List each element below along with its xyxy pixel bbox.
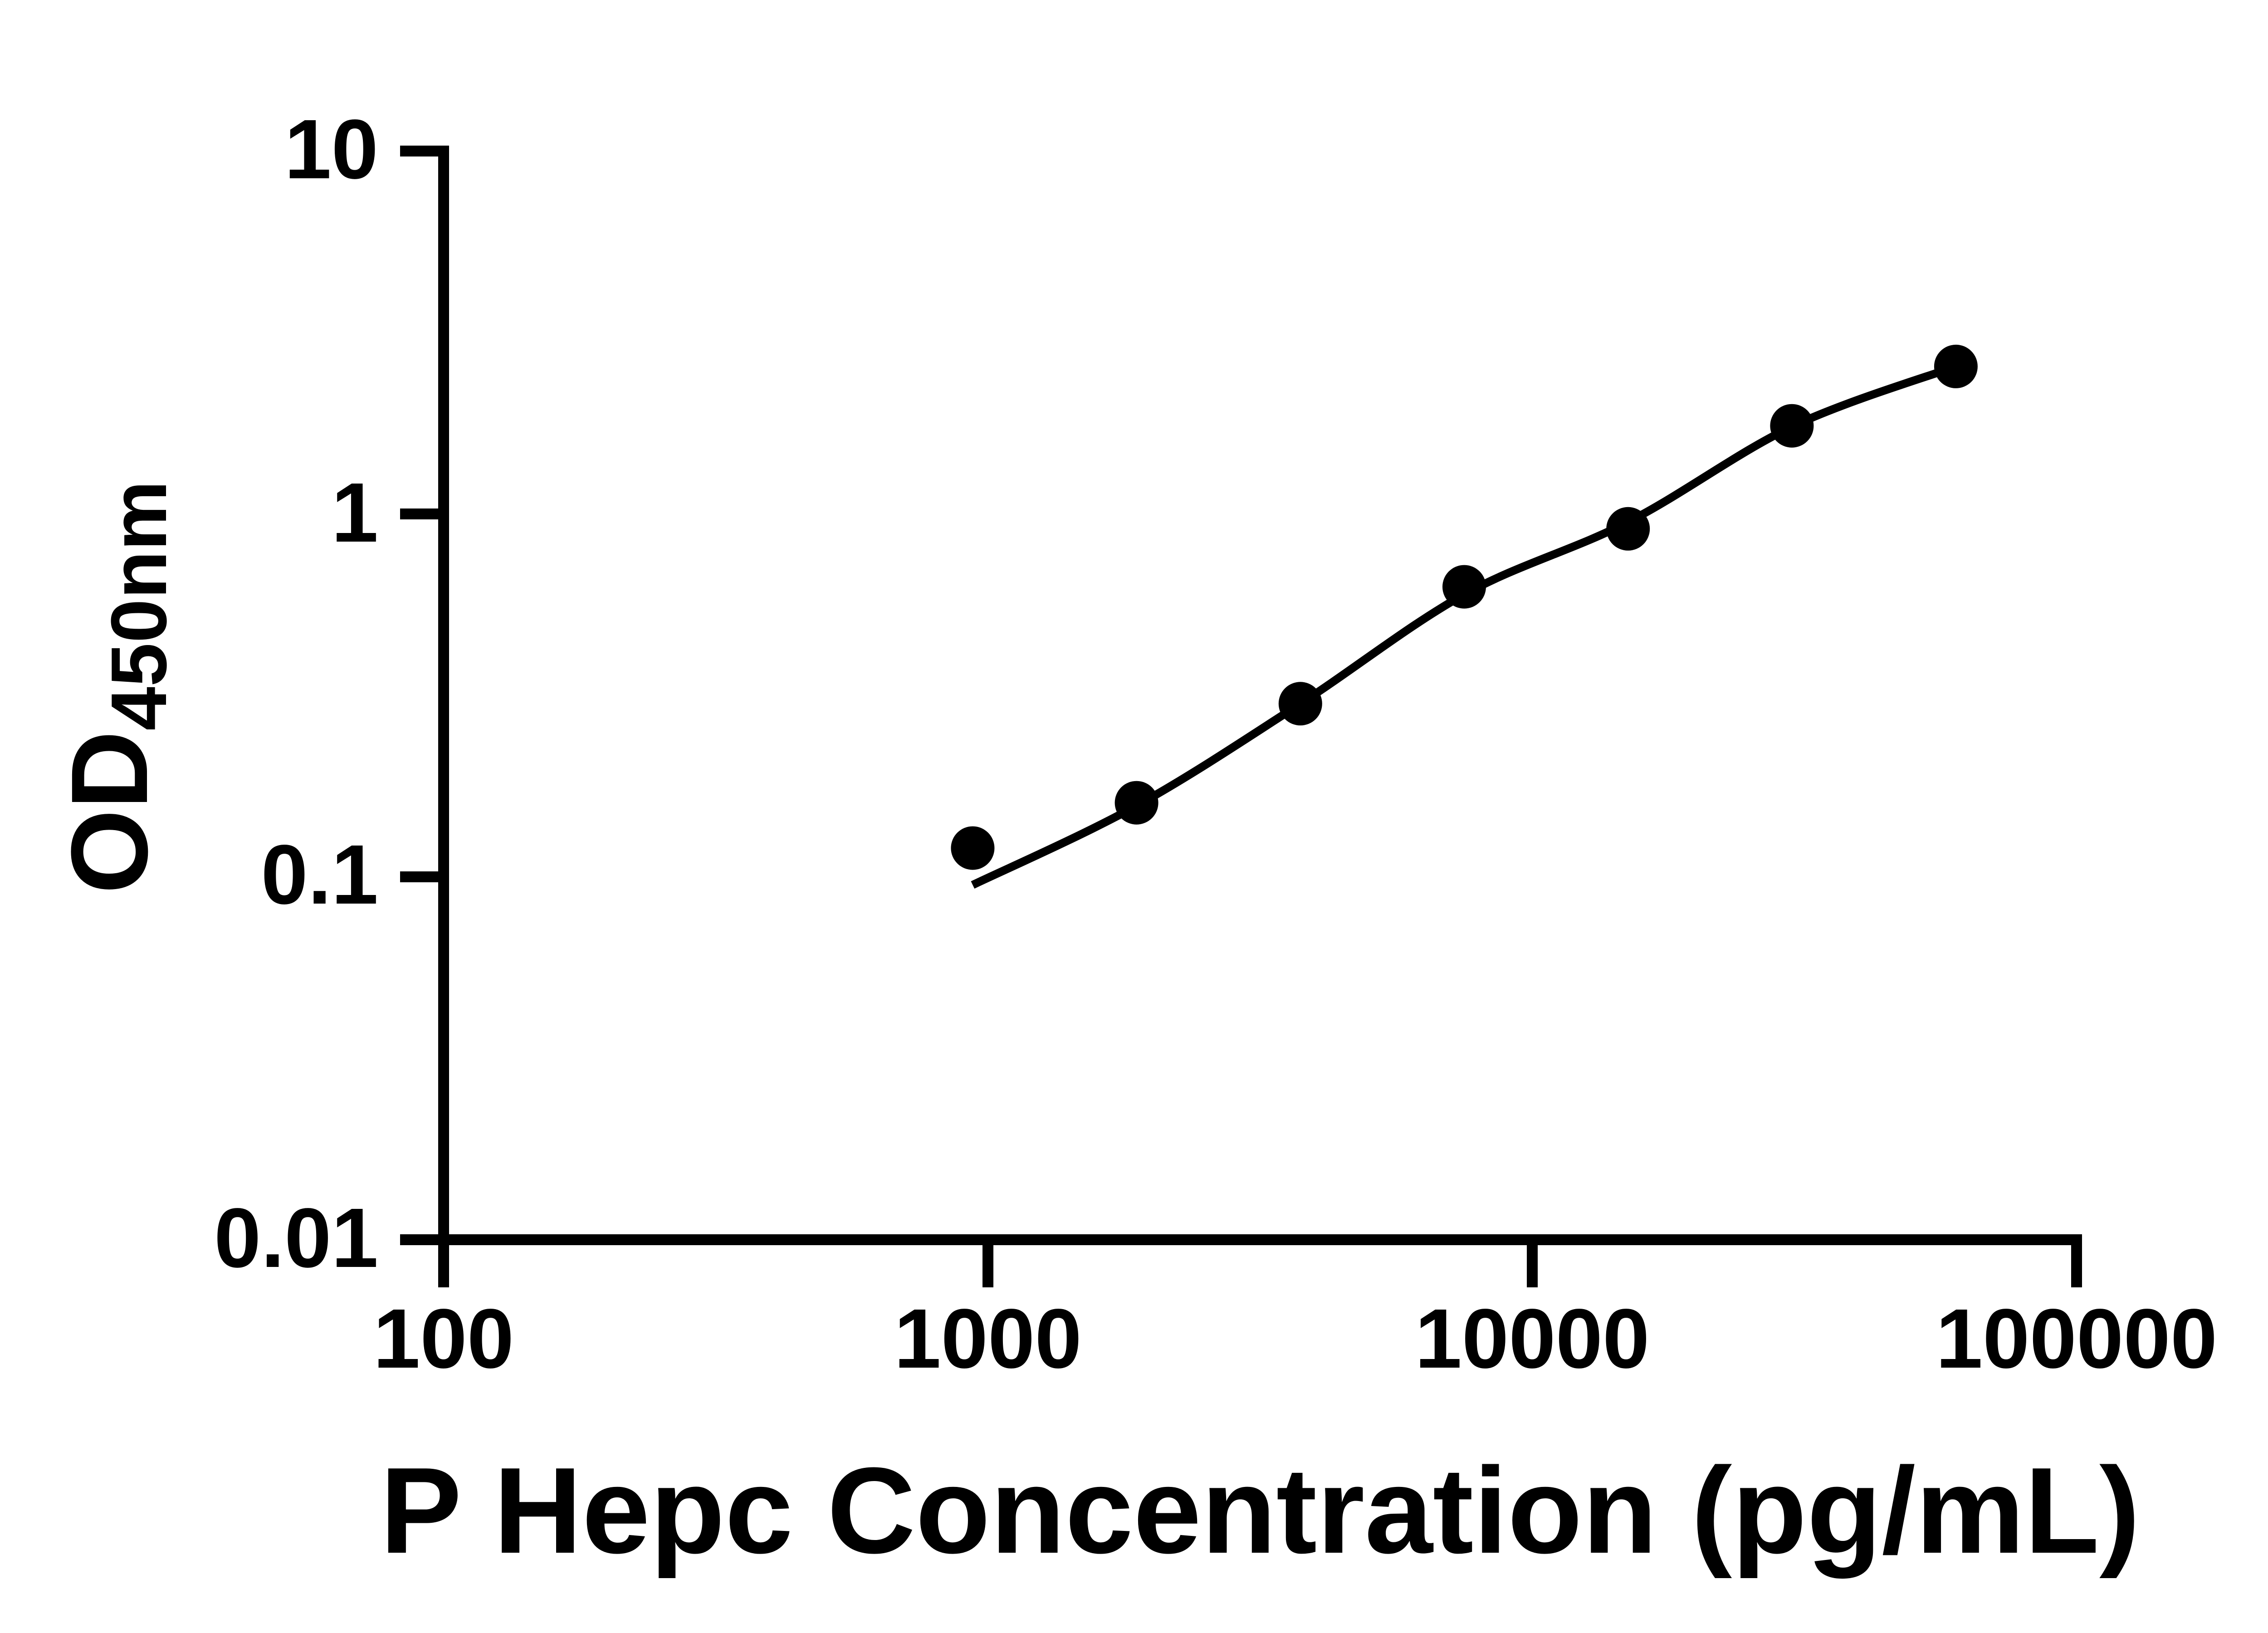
y-axis-title-main: OD (49, 730, 170, 894)
data-point (1770, 404, 1814, 448)
x-tick-label: 100000 (1936, 1293, 2218, 1387)
data-point (1606, 507, 1650, 551)
x-tick-label: 10000 (1415, 1293, 1650, 1387)
data-point (1278, 682, 1322, 726)
y-tick-label: 10 (284, 103, 378, 197)
y-tick-label: 0.01 (214, 1192, 378, 1286)
y-axis-title-subscript: 450nm (95, 480, 184, 731)
data-point (951, 826, 995, 870)
x-tick-label: 1000 (894, 1293, 1082, 1387)
y-tick-label: 1 (331, 466, 378, 560)
data-point (1114, 781, 1158, 825)
y-tick-label: 0.1 (261, 829, 378, 923)
data-point (1442, 565, 1486, 609)
x-axis-title: P Hepc Concentration (pg/mL) (380, 1444, 2141, 1580)
y-axis-title: OD450nm (49, 480, 197, 894)
data-point (1934, 344, 1978, 388)
x-tick-label: 100 (373, 1293, 514, 1387)
